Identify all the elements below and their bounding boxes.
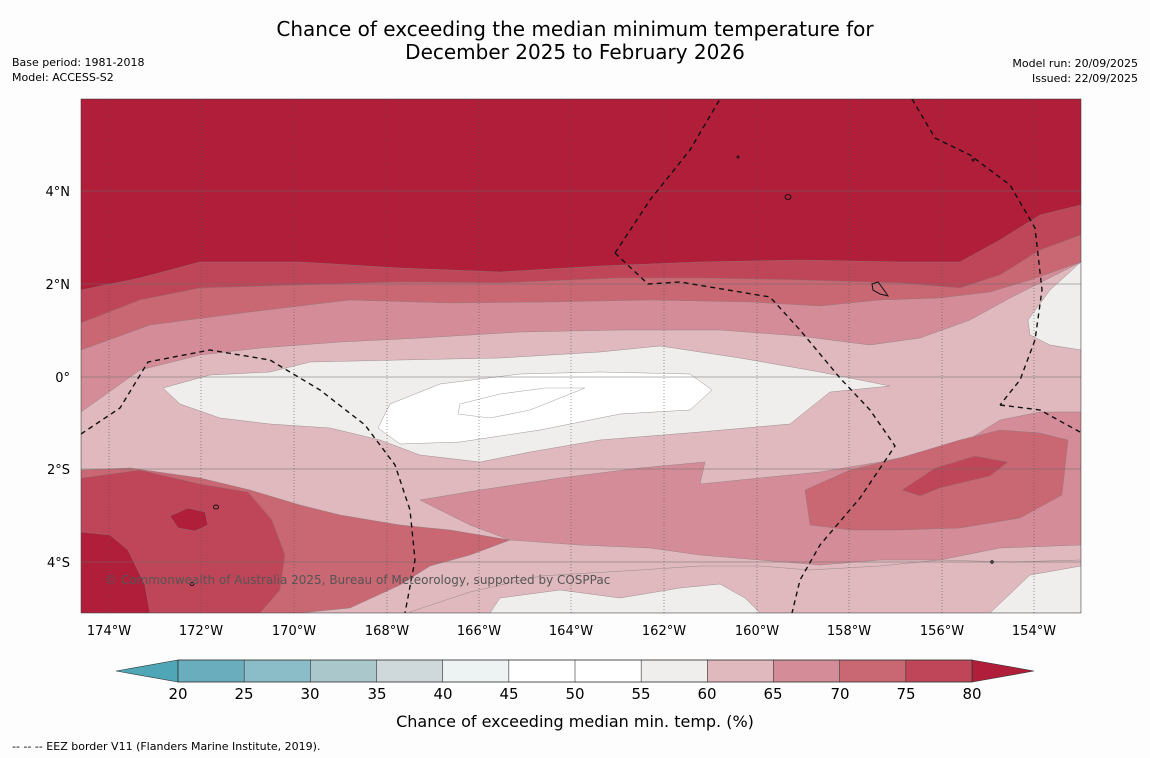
colorbar-below-triangle — [115, 659, 179, 683]
eez-border-north — [614, 99, 721, 254]
island-dot-3 — [990, 560, 994, 564]
colorbar-segment — [376, 659, 444, 683]
issued-date: Issued: 22/09/2025 — [1031, 72, 1138, 85]
map-title: Chance of exceeding the median minimum t… — [0, 18, 1150, 64]
lon-label-166w: 166°W — [457, 624, 501, 639]
island-atoll — [871, 281, 890, 297]
band-50-55 — [377, 371, 713, 445]
island-north — [784, 194, 792, 200]
colorbar-segment — [640, 659, 708, 683]
lat-label-2n: 2°N — [46, 278, 71, 293]
lon-label-174w: 174°W — [87, 624, 131, 639]
lat-label-2s: 2°S — [47, 463, 70, 478]
island-west-1 — [213, 504, 219, 510]
colorbar-segment — [177, 659, 245, 683]
colorbar-segment — [310, 659, 378, 683]
islands — [189, 155, 994, 586]
model-run: Model run: 20/09/2025 — [1012, 57, 1138, 70]
lon-label-158w: 158°W — [827, 624, 871, 639]
colorbar-ticks: 20 25 30 35 40 45 50 55 60 65 70 75 80 — [168, 685, 981, 703]
band-above-80-southwest — [81, 531, 151, 613]
lon-label-154w: 154°W — [1012, 624, 1056, 639]
colorbar-tick: 40 — [433, 685, 452, 703]
colorbar-tick: 20 — [168, 685, 187, 703]
colorbar-tick: 70 — [830, 685, 849, 703]
title-line-2: December 2025 to February 2026 — [405, 40, 745, 64]
lon-label-170w: 170°W — [272, 624, 316, 639]
colorbar-tick: 50 — [565, 685, 584, 703]
probability-field — [81, 99, 1081, 613]
island-west-2 — [189, 582, 195, 586]
model-name: Model: ACCESS-S2 — [12, 71, 114, 84]
lon-label-172w: 172°W — [179, 624, 223, 639]
parallels — [81, 190, 1081, 563]
title-line-1: Chance of exceeding the median minimum t… — [276, 17, 874, 41]
colorbar-segment — [508, 659, 576, 683]
colorbar-segments — [177, 659, 973, 683]
colorbar-segment — [905, 659, 973, 683]
colorbar-segment — [442, 659, 510, 683]
colorbar-segment — [243, 659, 311, 683]
band-45-50 — [457, 387, 586, 419]
colorbar-tick: 35 — [367, 685, 386, 703]
band-55-60-southeast — [989, 565, 1081, 613]
lat-label-4s: 4°S — [47, 556, 70, 571]
copyright-text: © Commonwealth of Australia 2025, Bureau… — [105, 573, 610, 587]
colorbar-tick: 25 — [234, 685, 253, 703]
meta-left: Base period: 1981-2018 Model: ACCESS-S2 — [12, 55, 144, 85]
band-55-60-south — [489, 583, 761, 613]
colorbar-tick: 65 — [763, 685, 782, 703]
lat-label-4n: 4°N — [46, 185, 71, 200]
lon-label-156w: 156°W — [920, 624, 964, 639]
colorbar-tick: 30 — [300, 685, 319, 703]
lon-label-162w: 162°W — [642, 624, 686, 639]
longitude-labels: 174°W 172°W 170°W 168°W 166°W 164°W 162°… — [87, 624, 1056, 639]
lon-label-168w: 168°W — [365, 624, 409, 639]
colorbar-segment — [574, 659, 642, 683]
eez-border-west — [81, 349, 416, 613]
colorbar-segment — [707, 659, 775, 683]
eez-border-southeast — [999, 404, 1081, 433]
base-period: Base period: 1981-2018 — [12, 56, 145, 69]
meta-right: Model run: 20/09/2025 Issued: 22/09/2025 — [1012, 56, 1138, 86]
lat-label-0: 0° — [55, 371, 70, 386]
eez-borders — [81, 99, 1081, 613]
colorbar-label: Chance of exceeding median min. temp. (%… — [396, 712, 754, 731]
latitude-labels: 4°N 2°N 0° 2°S 4°S — [46, 185, 71, 571]
colorbar-tick: 45 — [499, 685, 518, 703]
band-above-80-spot — [169, 507, 209, 532]
colorbar-above-triangle — [971, 659, 1035, 683]
colorbar-segment — [773, 659, 841, 683]
island-dot-2 — [971, 158, 975, 162]
eez-border-east — [911, 99, 1043, 406]
lon-label-164w: 164°W — [549, 624, 593, 639]
colorbar: 20 25 30 35 40 45 50 55 60 65 70 75 80 — [115, 659, 1035, 703]
eez-footnote: -- -- -- EEZ border V11 (Flanders Marine… — [12, 740, 321, 753]
colorbar-tick: 55 — [631, 685, 650, 703]
colorbar-tick: 75 — [896, 685, 915, 703]
island-dot-1 — [736, 155, 740, 159]
lon-label-160w: 160°W — [735, 624, 779, 639]
colorbar-tick: 60 — [697, 685, 716, 703]
colorbar-tick: 80 — [962, 685, 981, 703]
colorbar-segment — [839, 659, 907, 683]
eez-border-central — [614, 252, 896, 613]
